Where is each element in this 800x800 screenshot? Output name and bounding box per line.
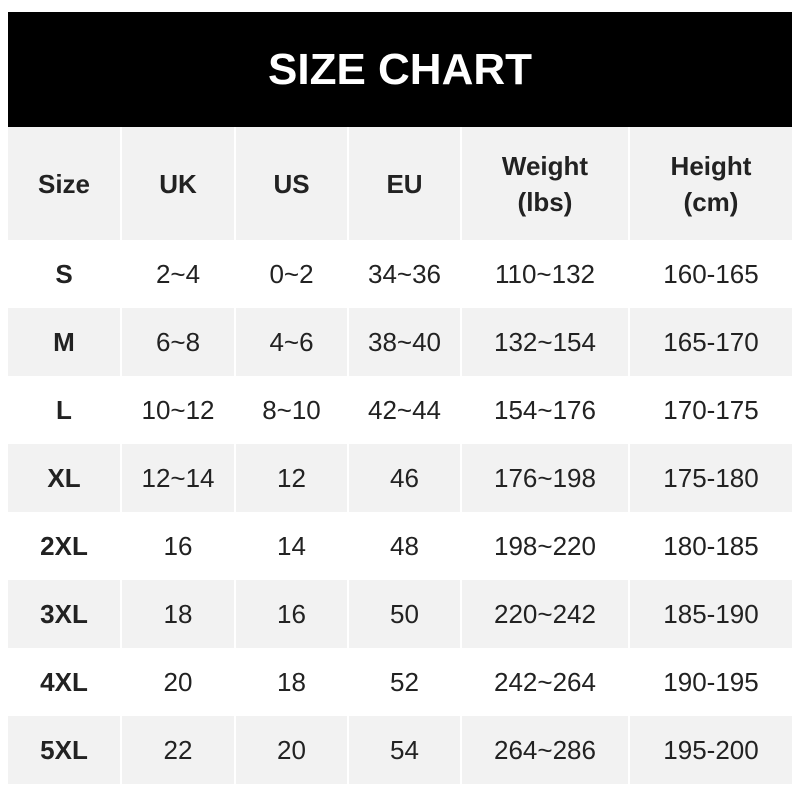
header-text: Height [670,150,752,181]
table-cell: 242~264 [460,648,629,716]
table-cell: 12~14 [120,444,235,512]
column-header: Height (cm) [628,127,792,240]
table-cell: 20 [234,716,348,784]
header-text: Size [37,168,91,199]
table-row: XL 12~14 12 46 176~198 175-180 [8,444,792,512]
table-cell: 220~242 [460,580,629,648]
table-cell: 42~44 [347,376,461,444]
column-header: EU [347,127,461,240]
size-cell: 4XL [40,666,88,697]
size-chart-table: Size UK US EU Weight (lbs) Height (cm) S 2~4 0~2 3… [8,127,792,784]
table-cell: 165-170 [628,308,792,376]
size-cell: 3XL [8,580,121,648]
table-cell: 176~198 [460,444,629,512]
column-header: Weight (lbs) [460,127,629,240]
table-cell: 195-200 [628,716,792,784]
table-cell: 4~6 [234,308,348,376]
table-cell: 46 [347,444,461,512]
header-text: (lbs) [517,186,573,217]
table-cell: 22 [120,716,235,784]
table-cell: 48 [347,512,461,580]
table-cell: 16 [234,580,348,648]
table-cell: 154~176 [460,376,629,444]
header-text: EU [386,168,423,199]
table-cell: 175-180 [628,444,792,512]
size-cell: 5XL [8,716,121,784]
table-cell: 10~12 [120,376,235,444]
table-cell: 50 [347,580,461,648]
table-cell: 185-190 [628,580,792,648]
header-text: US [273,168,310,199]
table-cell: 8~10 [234,376,348,444]
column-header: US [234,127,348,240]
table-cell: 54 [347,716,461,784]
header-text: (cm) [683,186,739,217]
table-cell: 198~220 [460,512,629,580]
table-row: S 2~4 0~2 34~36 110~132 160-165 [8,240,792,308]
table-row: L 10~12 8~10 42~44 154~176 170-175 [8,376,792,444]
table-row: 4XL 20 18 52 242~264 190-195 [8,648,792,716]
table-row: 5XL 22 20 54 264~286 195-200 [8,716,792,784]
table-cell: 170-175 [628,376,792,444]
table-cell: 190-195 [628,648,792,716]
table-row: M 6~8 4~6 38~40 132~154 165-170 [8,308,792,376]
table-cell: 38~40 [347,308,461,376]
table-row: 2XL 16 14 48 198~220 180-185 [8,512,792,580]
header-text: Weight [501,150,589,181]
table-cell: 0~2 [234,240,348,308]
size-cell: 2XL [40,530,88,561]
table-cell: 2~4 [120,240,235,308]
table-cell: 18 [120,580,235,648]
size-cell: M [8,308,121,376]
table-cell: 264~286 [460,716,629,784]
table-cell: 160-165 [628,240,792,308]
header-row: Size UK US EU Weight (lbs) Height (cm) [8,127,792,240]
table-cell: 6~8 [120,308,235,376]
table-cell: 52 [347,648,461,716]
table-cell: 18 [234,648,348,716]
table-cell: 14 [234,512,348,580]
table-cell: 132~154 [460,308,629,376]
column-header: UK [120,127,235,240]
size-cell: L [56,394,72,425]
size-cell: XL [8,444,121,512]
table-cell: 110~132 [460,240,629,308]
table-cell: 180-185 [628,512,792,580]
table-cell: 12 [234,444,348,512]
size-cell: S [55,258,73,289]
page-title: SIZE CHART [8,12,792,127]
header-text: UK [159,168,197,199]
table-cell: 34~36 [347,240,461,308]
table-cell: 20 [120,648,235,716]
table-row: 3XL 18 16 50 220~242 185-190 [8,580,792,648]
column-header: Size [8,127,121,240]
table-cell: 16 [120,512,235,580]
